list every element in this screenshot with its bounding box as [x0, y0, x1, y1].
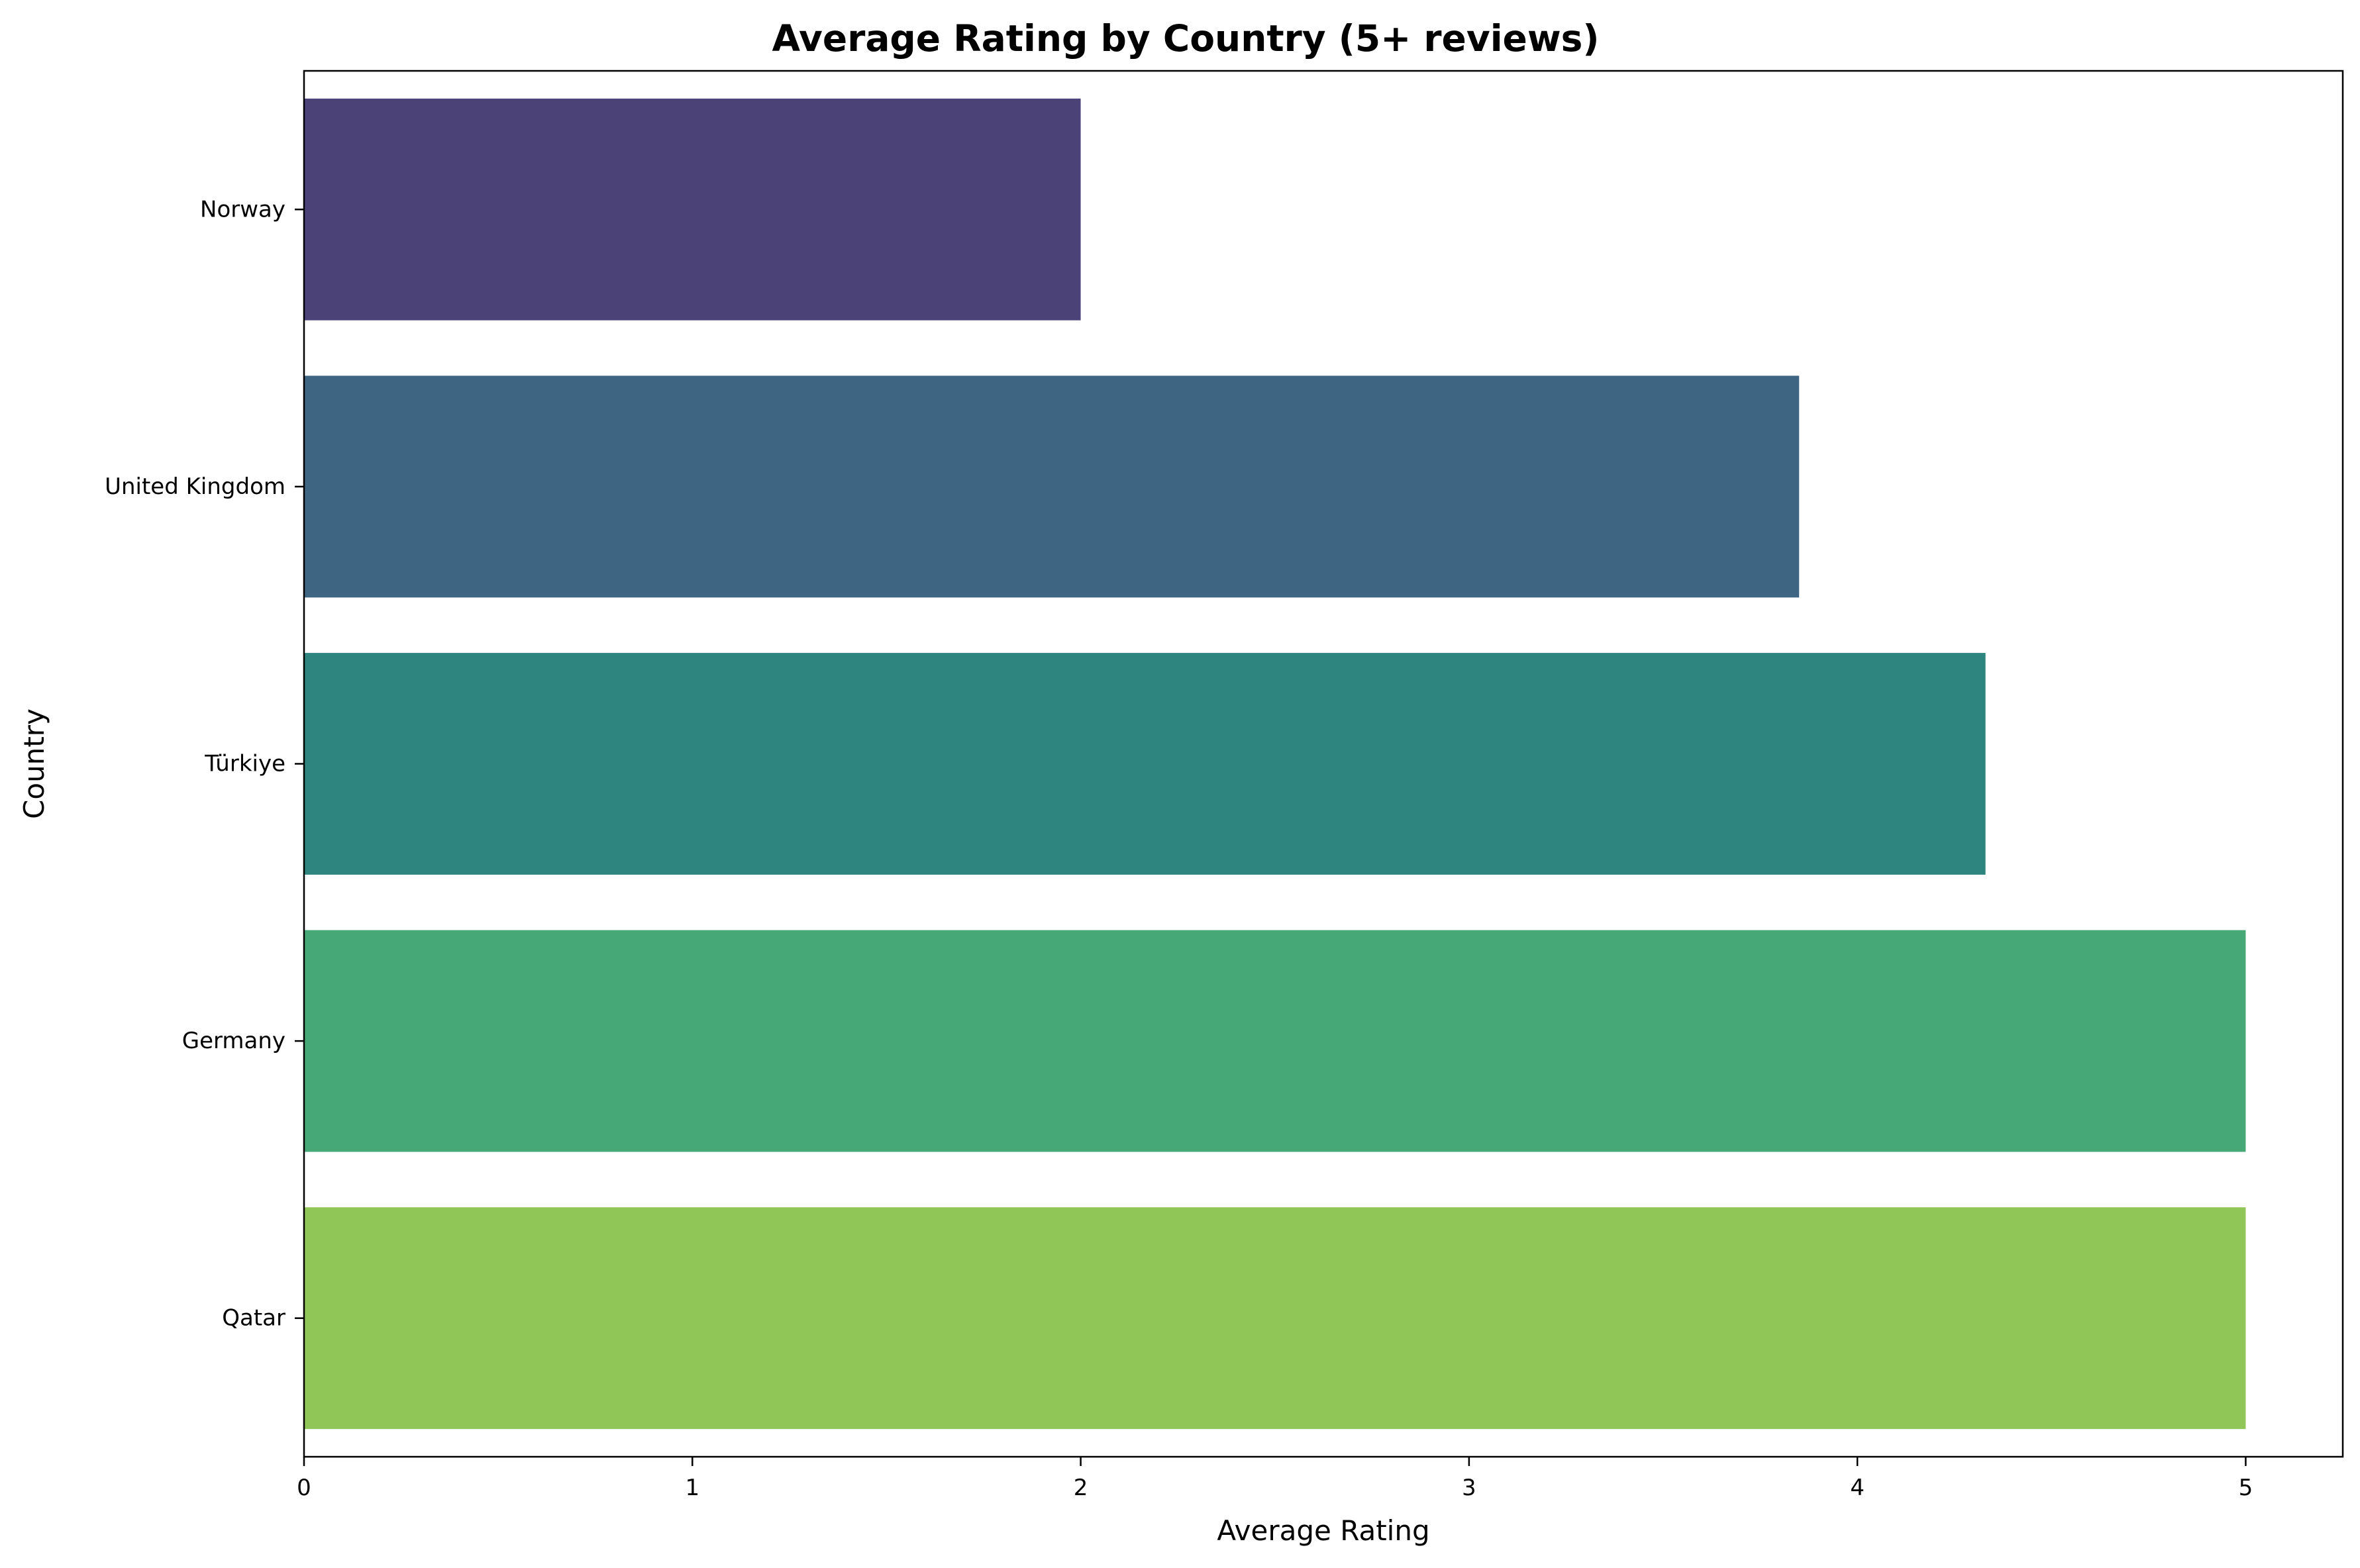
- ticks-layer: Norway United Kingdom Türkiye Germany Qatar 0…: [105, 196, 2253, 1501]
- x-tick-label: 1: [685, 1475, 699, 1501]
- bars-layer: [304, 98, 2246, 1430]
- bar-t-rkiye: [304, 653, 1986, 875]
- y-tick-label: Türkiye: [204, 751, 285, 777]
- bar-qatar: [304, 1207, 2246, 1430]
- y-tick-label: Qatar: [222, 1305, 285, 1332]
- x-tick-label: 3: [1462, 1475, 1476, 1501]
- bar-united-kingdom: [304, 375, 1800, 598]
- x-tick-label: 4: [1850, 1475, 1865, 1501]
- y-tick-label: United Kingdom: [105, 473, 285, 500]
- bar-germany: [304, 930, 2246, 1152]
- y-tick-label: Germany: [182, 1028, 285, 1054]
- x-tick-label: 2: [1074, 1475, 1088, 1501]
- chart-title: Average Rating by Country (5+ reviews): [772, 17, 1599, 60]
- x-axis-title: Average Rating: [1217, 1514, 1429, 1547]
- x-tick-label: 5: [2239, 1475, 2253, 1501]
- y-axis-title: Country: [18, 709, 50, 819]
- x-tick-label: 0: [297, 1475, 311, 1501]
- y-tick-label: Norway: [200, 196, 285, 222]
- bar-norway: [304, 98, 1081, 320]
